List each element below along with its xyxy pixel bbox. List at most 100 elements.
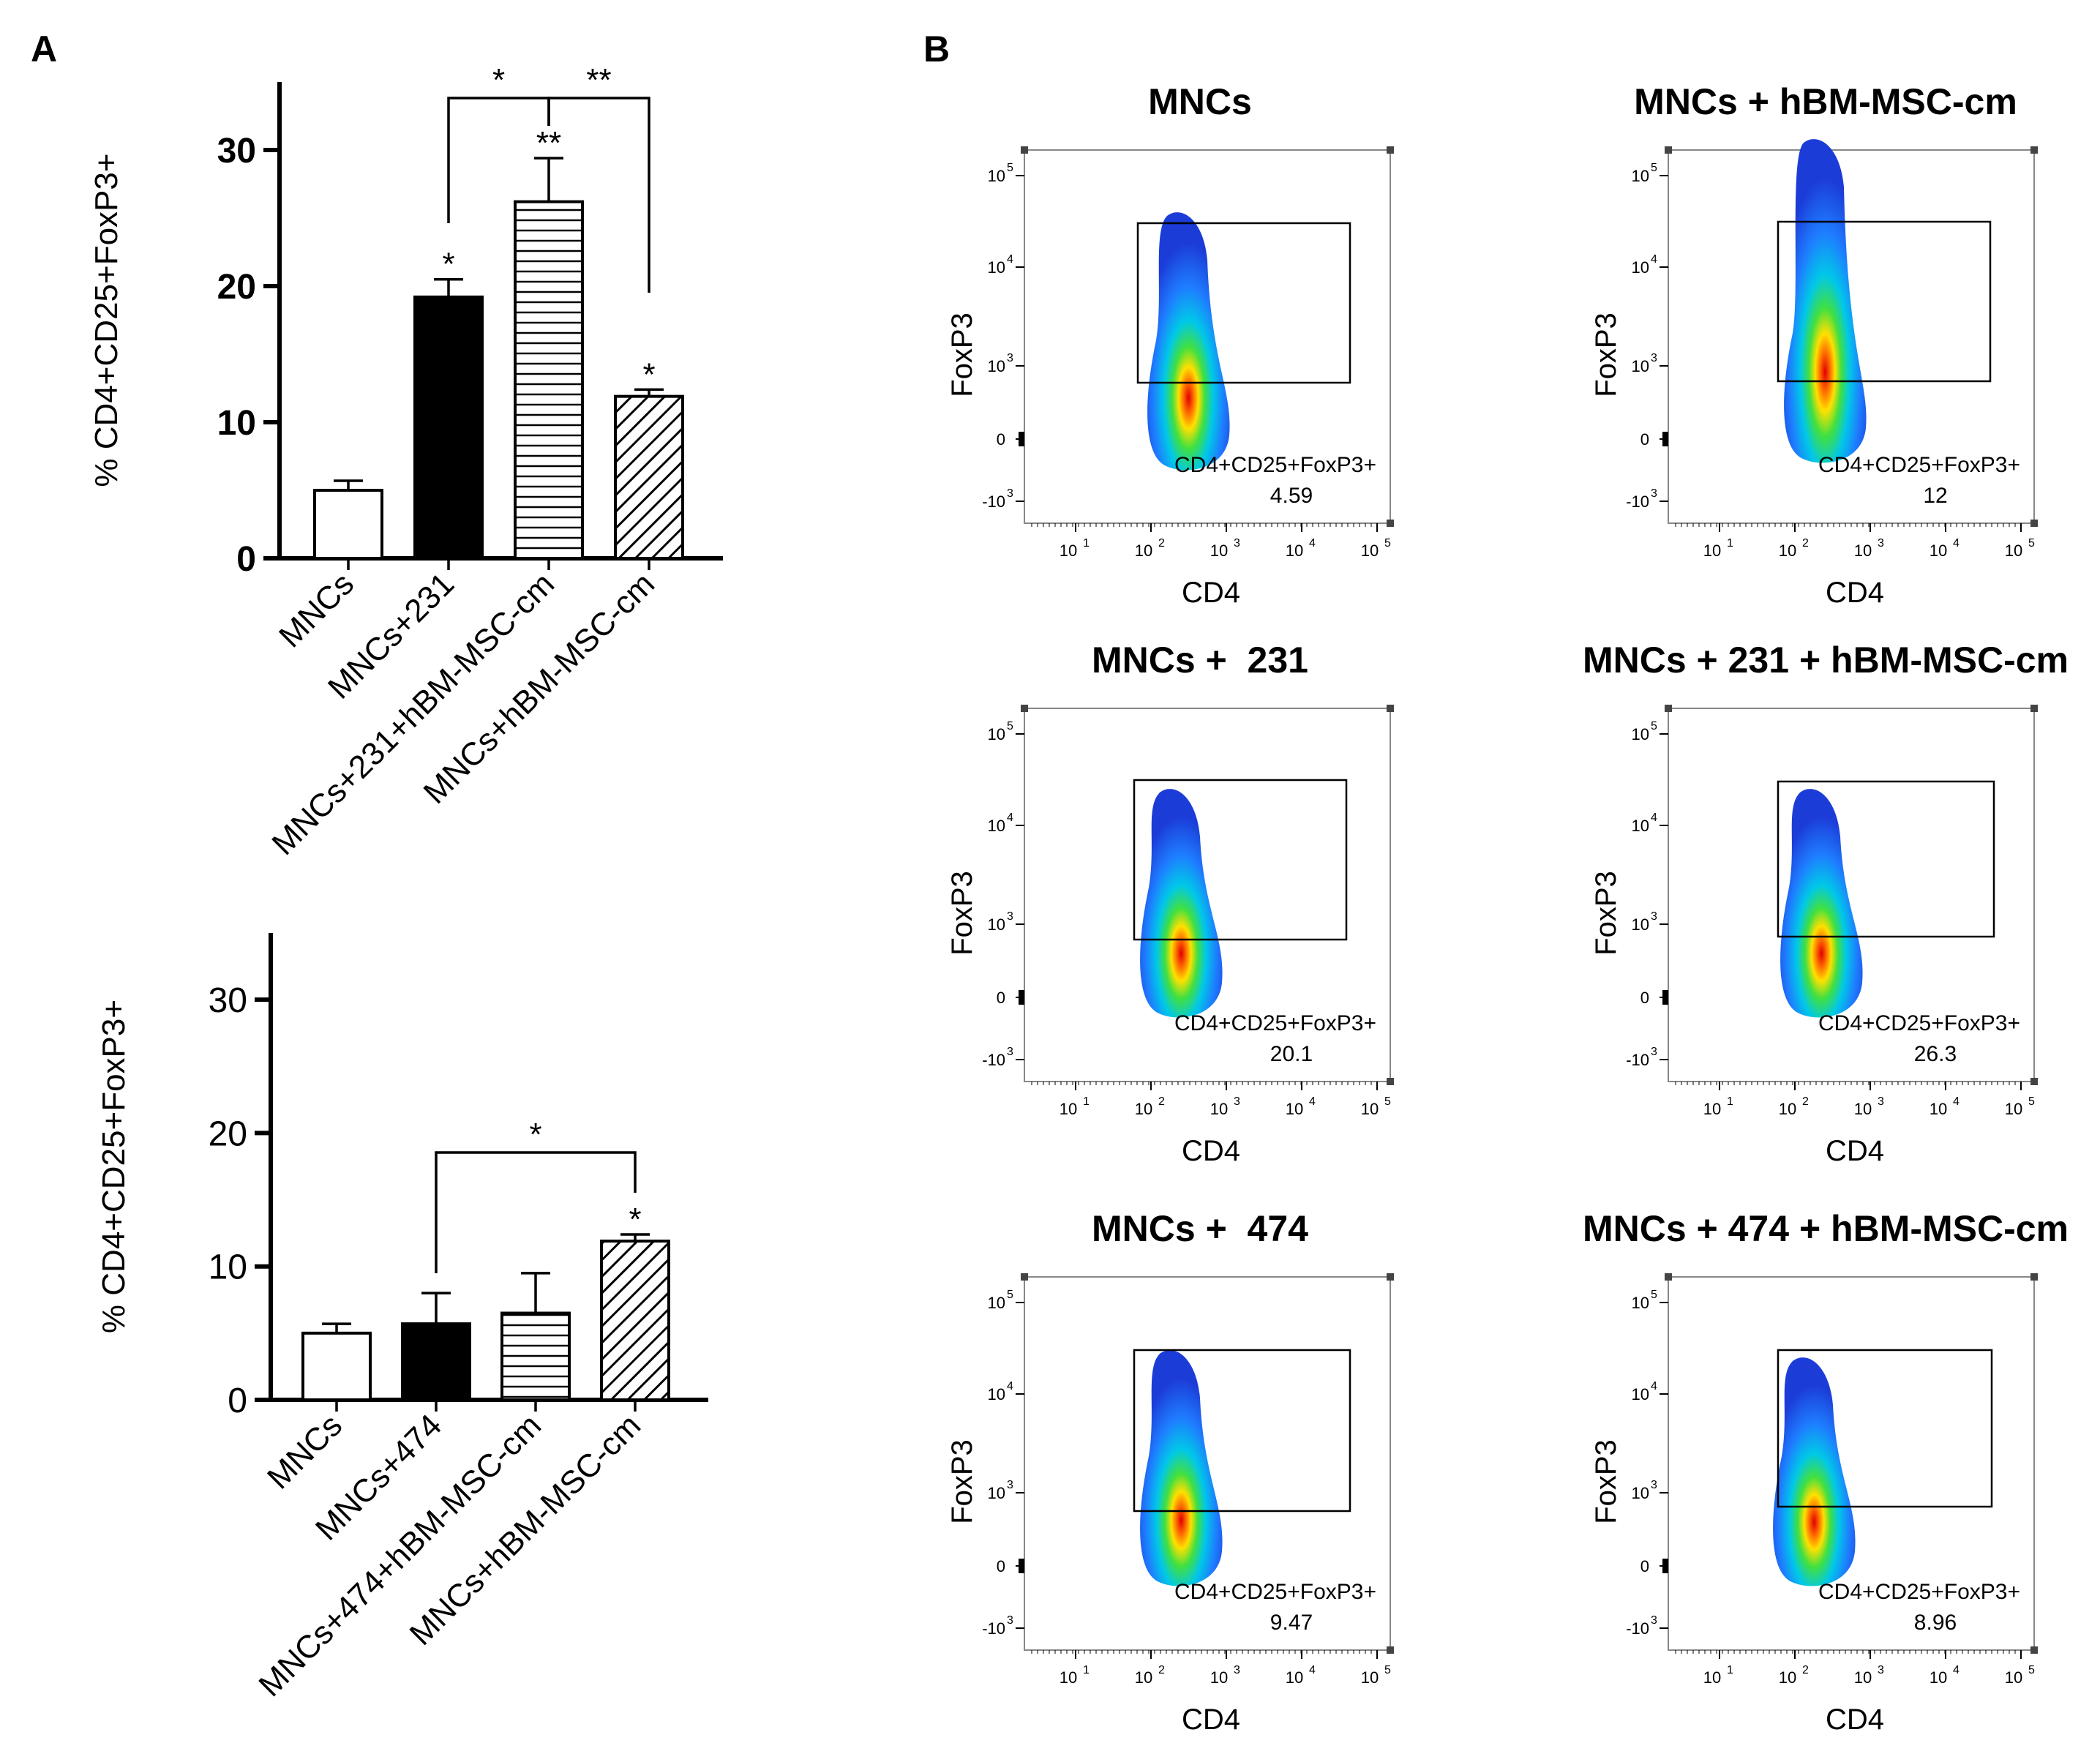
flow-plot: CD4+CD25+FoxP3+26.310 1 10 2 10 3 10 4 10 5-10 301… [1590,705,2038,1167]
x-tick-exponent: 5 [2028,1664,2035,1676]
category-label: MNCs [272,566,361,654]
x-tick-exponent: 1 [1727,1095,1733,1108]
y-axis-label: FoxP3 [1590,871,1622,956]
gate-label: CD4+CD25+FoxP3+ [1818,1580,2020,1604]
x-tick-label: 10 [1930,1668,1947,1687]
gate-percentage: 12 [1923,484,1947,508]
x-tick-exponent: 3 [1234,1664,1240,1676]
bar [401,1322,471,1402]
y-tick-exponent: 4 [1651,1380,1657,1393]
frame-corner-handle [1665,146,1672,154]
y-tick-exponent: 4 [1651,253,1657,266]
x-axis-label: CD4 [1182,577,1240,609]
cell-density-blob [1140,1350,1223,1586]
frame-corner-handle [1387,705,1394,712]
y-tick-exponent: 5 [1651,720,1657,732]
flow-plot-title: MNCs + 231 [1092,640,1308,681]
x-tick-exponent: 2 [1158,1664,1165,1676]
y-tick-label: 10 [1632,817,1649,835]
y-tick-exponent: 5 [1651,1289,1657,1301]
x-tick-exponent: 3 [1234,537,1240,550]
gate-label: CD4+CD25+FoxP3+ [1818,1011,2020,1035]
y-tick-label: 10 [988,1385,1005,1403]
frame-corner-handle [2030,1273,2038,1281]
x-tick-label: 10 [1854,1668,1872,1687]
y-tick-label: 20 [209,1114,247,1153]
y-tick-label: -10 [982,1619,1005,1638]
y-tick-label: 10 [988,817,1005,835]
gate-percentage: 9.47 [1270,1611,1313,1635]
x-tick-label: 10 [1060,1100,1077,1118]
x-tick-label: 10 [1210,1668,1228,1687]
y-zero-marker [1019,990,1024,1005]
y-tick-label: 10 [1632,357,1649,375]
frame-corner-handle [2030,705,2038,712]
y-tick-exponent: 3 [1007,352,1013,364]
x-tick-label: 10 [1286,541,1303,560]
x-tick-label: 10 [1060,1668,1077,1687]
frame-corner-handle [1387,1273,1394,1281]
x-tick-exponent: 4 [1953,1095,1960,1108]
y-tick-exponent: 3 [1651,352,1657,364]
bar [600,1240,670,1401]
x-tick-exponent: 2 [1802,1095,1809,1108]
bar-significance: ** [536,125,561,161]
y-tick-exponent: 3 [1007,1479,1013,1491]
y-tick-label: 0 [228,1382,247,1420]
x-axis-label: CD4 [1826,577,1884,609]
x-tick-exponent: 3 [1878,537,1884,550]
significance-bracket [547,97,650,293]
y-tick-exponent: 5 [1007,1289,1013,1301]
frame-corner-handle [2030,1646,2038,1654]
gate-label: CD4+CD25+FoxP3+ [1174,453,1376,477]
flow-plot-title: MNCs + 231 + hBM-MSC-cm [1582,640,2069,681]
gate-rectangle [1777,780,1995,938]
y-tick-label: 10 [209,1248,247,1287]
x-axis-label: CD4 [1182,1135,1240,1167]
x-tick-exponent: 5 [1384,1664,1391,1676]
y-tick-exponent: 5 [1651,162,1657,174]
y-zero-marker [1662,1559,1668,1573]
x-tick-exponent: 1 [1083,537,1090,550]
y-tick-exponent: 3 [1651,487,1657,500]
y-tick-label: 0 [1640,989,1649,1007]
significance-bracket [435,1151,637,1273]
y-tick-exponent: 3 [1651,1614,1657,1627]
x-tick-label: 10 [2005,541,2022,560]
x-tick-label: 10 [2005,1100,2022,1118]
flow-plot-title: MNCs + hBM-MSC-cm [1634,81,2017,122]
x-tick-exponent: 2 [1158,1095,1165,1108]
frame-corner-handle [2030,520,2038,527]
y-tick-label: 10 [1632,167,1649,185]
y-tick-label: 0 [1640,430,1649,449]
bracket-label: * [492,62,505,98]
y-tick-label: 10 [988,258,1005,277]
y-tick-label: 10 [988,1484,1005,1502]
x-tick-exponent: 4 [1309,1664,1316,1676]
bar [614,394,684,560]
x-tick-label: 10 [1286,1668,1303,1687]
cell-density-blob [1147,212,1230,471]
x-tick-exponent: 1 [1727,537,1733,550]
x-tick-label: 10 [1135,1100,1152,1118]
frame-corner-handle [1387,1646,1394,1654]
y-tick-label: -10 [1626,1619,1649,1638]
frame-corner-handle [1021,1273,1028,1281]
y-axis-label: FoxP3 [946,871,978,956]
y-tick-exponent: 3 [1007,1614,1013,1627]
x-tick-label: 10 [1135,1668,1152,1687]
bracket-label: ** [586,62,611,98]
y-tick-label: 10 [988,725,1005,743]
y-tick-label: 10 [1632,1484,1649,1502]
y-axis-label: FoxP3 [1590,1439,1622,1524]
panel-label-b: B [923,29,950,70]
y-zero-marker [1019,1559,1024,1573]
x-tick-exponent: 1 [1727,1664,1733,1676]
y-tick-exponent: 3 [1007,910,1013,923]
x-tick-exponent: 5 [2028,1095,2035,1108]
category-label: MNCs [260,1407,349,1496]
